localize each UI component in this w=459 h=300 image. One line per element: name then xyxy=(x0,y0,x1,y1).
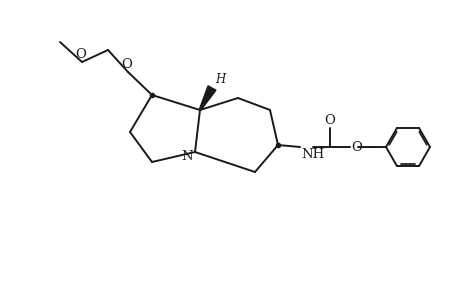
Text: O: O xyxy=(75,48,86,61)
Text: O: O xyxy=(324,114,335,127)
Text: O: O xyxy=(121,58,132,71)
Text: O: O xyxy=(350,140,361,154)
Polygon shape xyxy=(199,86,215,110)
Text: N: N xyxy=(181,149,192,163)
Text: H: H xyxy=(214,73,225,86)
Text: NH: NH xyxy=(300,148,324,161)
